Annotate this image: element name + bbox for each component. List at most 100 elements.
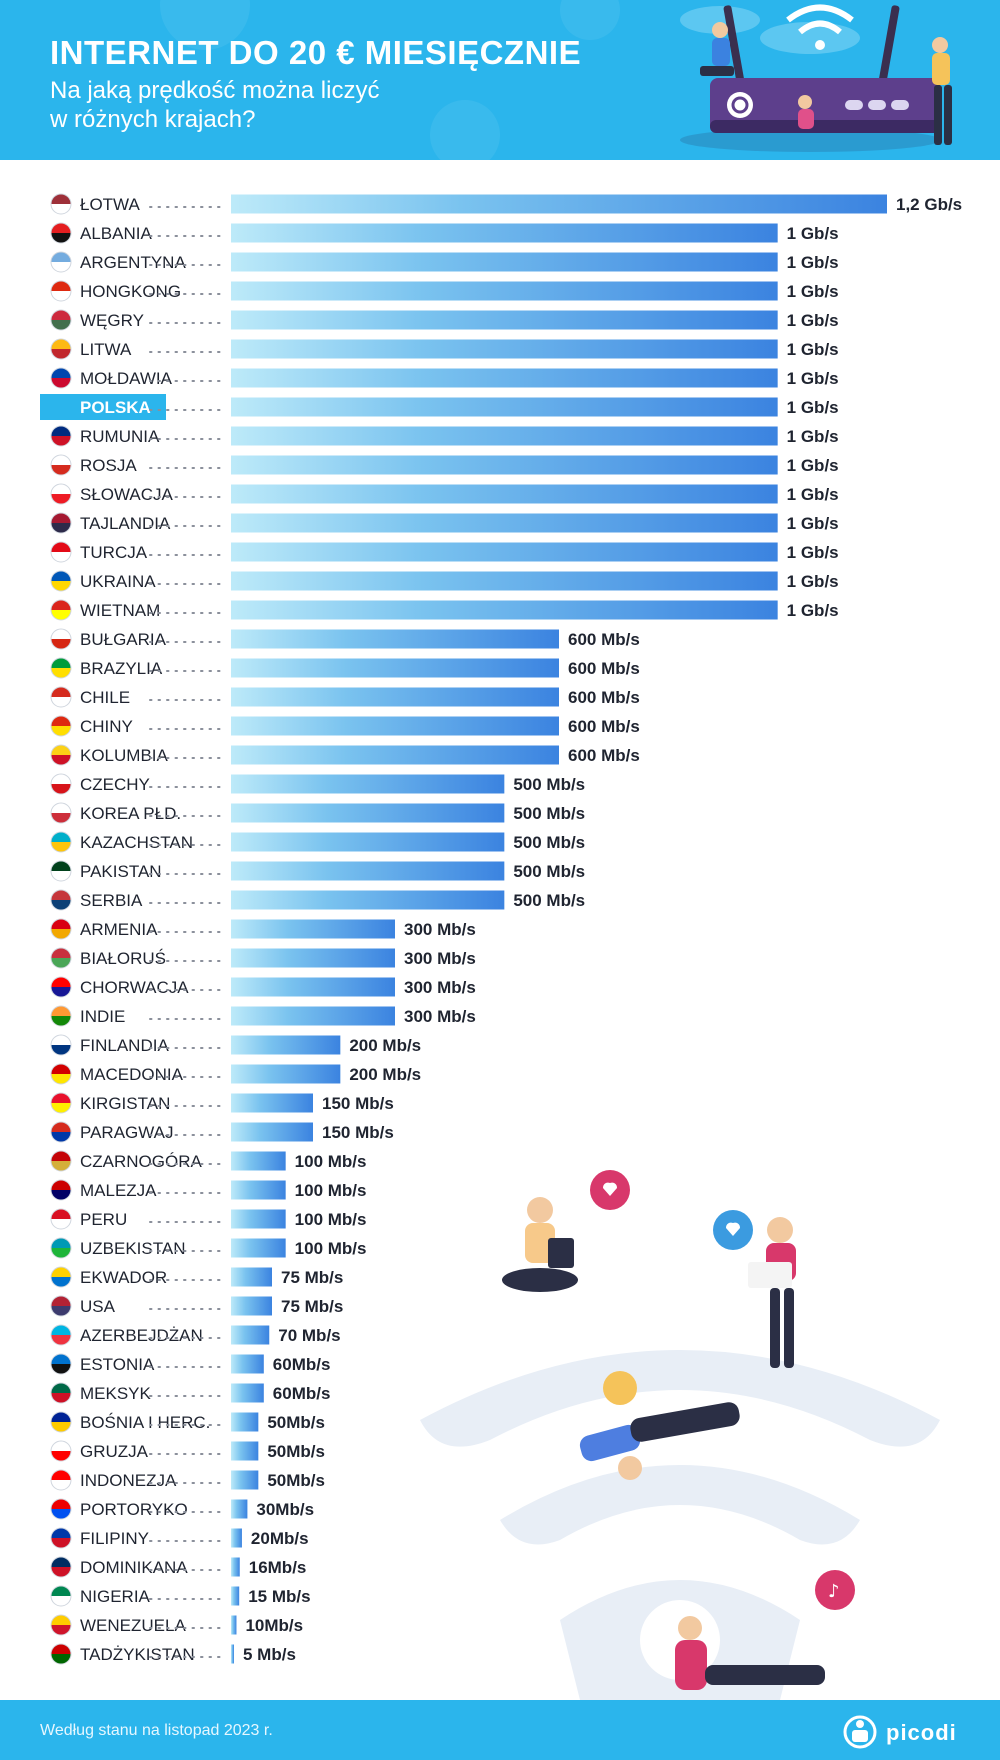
flag-icon xyxy=(51,1470,71,1490)
country-label: WIETNAM xyxy=(80,601,160,620)
flag-icon xyxy=(51,1586,71,1606)
bar xyxy=(231,745,559,765)
flag-stripe xyxy=(51,1615,71,1625)
flag-stripe xyxy=(51,378,71,388)
flag-border xyxy=(50,454,72,476)
value-label: 10Mb/s xyxy=(245,1616,303,1635)
country-label: NIGERIA xyxy=(80,1587,151,1606)
value-label: 1,2 Gb/s xyxy=(896,195,962,214)
country-label: INDONEZJA xyxy=(80,1471,177,1490)
bar-row: POLSKA 1 Gb/s xyxy=(40,394,839,420)
flag-border xyxy=(50,1237,72,1259)
country-label: PAKISTAN xyxy=(80,862,162,881)
bar xyxy=(231,977,395,997)
flag-stripe xyxy=(51,281,71,291)
bar-row: BRAZYLIA 600 Mb/s xyxy=(50,657,640,679)
page-title: INTERNET DO 20 € MIESIĘCZNIE xyxy=(50,34,582,71)
subtitle-line: w różnych krajach? xyxy=(50,106,256,133)
bar xyxy=(231,252,778,272)
value-label: 60Mb/s xyxy=(273,1355,331,1374)
bar-row: MACEDONIA 200 Mb/s xyxy=(50,1063,421,1085)
flag-border xyxy=(50,657,72,679)
bar-row: UZBEKISTAN 100 Mb/s xyxy=(50,1237,366,1259)
flag-stripe xyxy=(51,1190,71,1200)
flag-stripe xyxy=(51,1596,71,1606)
flag-border xyxy=(50,512,72,534)
flag-icon xyxy=(51,484,71,504)
country-label: LITWA xyxy=(80,340,132,359)
bar-row: ŁOTWA 1,2 Gb/s xyxy=(50,193,962,215)
flag-border xyxy=(50,1179,72,1201)
flag-icon xyxy=(51,832,71,852)
flag-stripe xyxy=(51,1654,71,1664)
flag-border xyxy=(50,1324,72,1346)
flag-border xyxy=(50,1440,72,1462)
country-label: KAZACHSTAN xyxy=(80,833,193,852)
bar xyxy=(231,513,778,533)
country-label: CHINY xyxy=(80,717,133,736)
flag-border xyxy=(50,1556,72,1578)
flag-stripe xyxy=(51,1103,71,1113)
flag-stripe xyxy=(51,1325,71,1335)
country-label: BOŚNIA I HERC. xyxy=(80,1413,210,1432)
country-label: UZBEKISTAN xyxy=(80,1239,185,1258)
value-label: 300 Mb/s xyxy=(404,920,476,939)
value-label: 1 Gb/s xyxy=(787,456,839,475)
flag-icon xyxy=(51,1412,71,1432)
value-label: 100 Mb/s xyxy=(295,1181,367,1200)
bar xyxy=(231,310,778,330)
value-label: 300 Mb/s xyxy=(404,949,476,968)
flag-icon xyxy=(51,948,71,968)
country-label: TADŻYKISTAN xyxy=(80,1645,195,1664)
flag-icon xyxy=(51,368,71,388)
flag-stripe xyxy=(51,1151,71,1161)
country-label: AZERBEJDŻAN xyxy=(80,1326,203,1345)
flag-stripe xyxy=(51,755,71,765)
bar-row: BIAŁORUŚ 300 Mb/s xyxy=(50,947,476,969)
country-label: WĘGRY xyxy=(80,311,144,330)
value-label: 150 Mb/s xyxy=(322,1123,394,1142)
router-illustration xyxy=(680,4,952,152)
value-label: 75 Mb/s xyxy=(281,1297,343,1316)
flag-stripe xyxy=(51,233,71,243)
flag-stripe xyxy=(51,465,71,475)
flag-border xyxy=(50,338,72,360)
bar-row: FILIPINY 20Mb/s xyxy=(50,1527,309,1549)
bar-row: INDONEZJA 50Mb/s xyxy=(50,1469,325,1491)
bar-row: BUŁGARIA 600 Mb/s xyxy=(50,628,640,650)
flag-icon xyxy=(51,1267,71,1287)
value-label: 500 Mb/s xyxy=(513,833,585,852)
flag-stripe xyxy=(51,320,71,330)
flag-icon xyxy=(51,1354,71,1374)
value-label: 1 Gb/s xyxy=(787,224,839,243)
flag-stripe xyxy=(51,436,71,446)
flag-stripe xyxy=(51,1354,71,1364)
country-label: KOREA PŁD. xyxy=(80,804,181,823)
flag-stripe xyxy=(51,784,71,794)
flag-stripe xyxy=(51,1006,71,1016)
country-label: CZARNOGÓRA xyxy=(80,1152,203,1171)
flag-icon xyxy=(51,1180,71,1200)
flag-icon xyxy=(51,890,71,910)
bar xyxy=(231,1296,272,1316)
flag-border xyxy=(50,1295,72,1317)
chart-rows: ŁOTWA 1,2 Gb/s ALBANIA 1 Gb/s ARGENTYNA 1 Gb/… xyxy=(40,193,962,1665)
flag-border xyxy=(50,570,72,592)
bar-row: USA 75 Mb/s xyxy=(50,1295,343,1317)
highlight-box xyxy=(40,394,166,420)
flag-icon xyxy=(51,977,71,997)
bar-row: KOLUMBIA 600 Mb/s xyxy=(50,744,640,766)
bar xyxy=(231,426,778,446)
country-label: UKRAINA xyxy=(80,572,156,591)
flag-border xyxy=(50,744,72,766)
flag-border xyxy=(50,628,72,650)
flag-icon xyxy=(51,1209,71,1229)
flag-stripe xyxy=(51,513,71,523)
flag-stripe xyxy=(51,368,71,378)
country-label: ALBANIA xyxy=(80,224,152,243)
flag-stripe xyxy=(51,1035,71,1045)
value-label: 15 Mb/s xyxy=(248,1587,310,1606)
value-label: 300 Mb/s xyxy=(404,978,476,997)
value-label: 60Mb/s xyxy=(273,1384,331,1403)
bar-row: HONGKONG 1 Gb/s xyxy=(50,280,839,302)
